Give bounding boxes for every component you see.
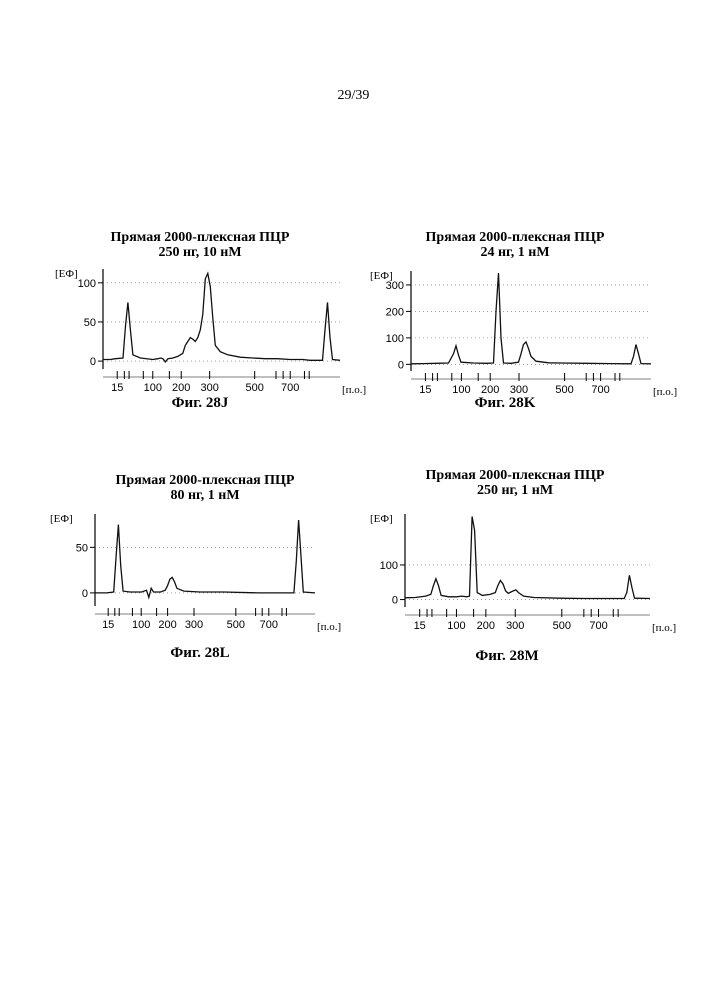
page-number: 29/39 — [0, 88, 707, 104]
x-tick-label: 100 — [447, 620, 465, 632]
y-tick-label: 50 — [84, 317, 96, 329]
y-tick-label: 300 — [386, 280, 404, 292]
figure-title: Прямая 2000-плексная ПЦР 250 нг, 1 нМ — [355, 468, 675, 498]
x-tick-label: 700 — [281, 382, 299, 394]
x-tick-label: 300 — [506, 620, 524, 632]
series-line — [411, 273, 651, 364]
title-line-2: 24 нг, 1 нМ — [355, 245, 675, 260]
title-line-2: 250 нг, 1 нМ — [355, 483, 675, 498]
figure-28m: Прямая 2000-плексная ПЦР 250 нг, 1 нМ [Е… — [355, 468, 675, 668]
x-tick-label: 500 — [553, 620, 571, 632]
figure-caption: Фиг. 28M — [407, 648, 607, 665]
y-tick-label: 0 — [398, 359, 404, 371]
figure-title: Прямая 2000-плексная ПЦР 24 нг, 1 нМ — [355, 230, 675, 260]
y-tick-label: 100 — [386, 333, 404, 345]
series-line — [405, 517, 650, 599]
y-tick-label: 50 — [76, 542, 88, 554]
x-axis-label: [п.о.] — [317, 621, 341, 633]
figure-28k: Прямая 2000-плексная ПЦР 24 нг, 1 нМ [ЕФ… — [355, 230, 675, 430]
x-tick-label: 15 — [414, 620, 426, 632]
y-axis-label: [ЕФ] — [370, 513, 393, 525]
y-tick-label: 100 — [380, 560, 398, 572]
electropherogram-chart: [ЕФ] 0 50 15 100 200 300 500 700 [п.о.] — [50, 510, 350, 640]
y-tick-label: 200 — [386, 306, 404, 318]
figure-caption: Фиг. 28L — [100, 645, 300, 662]
x-tick-label: 500 — [246, 382, 264, 394]
x-tick-label: 300 — [185, 619, 203, 631]
x-tick-label: 200 — [158, 619, 176, 631]
x-axis-label: [п.о.] — [653, 386, 677, 398]
x-tick-label: 200 — [172, 382, 190, 394]
x-tick-label: 700 — [260, 619, 278, 631]
y-axis-label: [ЕФ] — [55, 268, 78, 280]
y-tick-label: 0 — [82, 588, 88, 600]
title-line-2: 250 нг, 10 нМ — [40, 245, 360, 260]
x-tick-label: 500 — [227, 619, 245, 631]
x-tick-label: 100 — [132, 619, 150, 631]
figure-caption: Фиг. 28J — [100, 395, 300, 412]
figure-28j: Прямая 2000-плексная ПЦР 250 нг, 10 нМ [… — [40, 230, 360, 430]
y-axis-label: [ЕФ] — [50, 513, 73, 525]
y-tick-label: 0 — [90, 356, 96, 368]
x-tick-label: 15 — [102, 619, 114, 631]
x-axis-label: [п.о.] — [652, 622, 676, 634]
x-tick-label: 15 — [111, 382, 123, 394]
electropherogram-chart: [ЕФ]010015100200300500700[п.о.] — [370, 510, 670, 650]
x-tick-label: 100 — [144, 382, 162, 394]
title-line-1: Прямая 2000-плексная ПЦР — [355, 230, 675, 245]
figure-caption: Фиг. 28K — [405, 395, 605, 412]
y-tick-label: 0 — [392, 595, 398, 607]
title-line-1: Прямая 2000-плексная ПЦР — [45, 473, 365, 488]
series-line — [103, 273, 340, 362]
electropherogram-chart: [ЕФ]010020030015100200300500700[п.о.] — [370, 267, 670, 397]
y-tick-label: 100 — [78, 278, 96, 290]
title-line-2: 80 нг, 1 нМ — [45, 488, 365, 503]
title-line-1: Прямая 2000-плексная ПЦР — [40, 230, 360, 245]
figure-28l: Прямая 2000-плексная ПЦР 80 нг, 1 нМ [ЕФ… — [45, 473, 365, 673]
figure-title: Прямая 2000-плексная ПЦР 80 нг, 1 нМ — [45, 473, 365, 503]
figure-title: Прямая 2000-плексная ПЦР 250 нг, 10 нМ — [40, 230, 360, 260]
x-tick-label: 700 — [589, 620, 607, 632]
title-line-1: Прямая 2000-плексная ПЦР — [355, 468, 675, 483]
x-tick-label: 200 — [477, 620, 495, 632]
electropherogram-chart: [ЕФ]05010015100200300500700[п.о.] — [50, 265, 350, 395]
series-line — [95, 520, 315, 597]
x-tick-label: 300 — [200, 382, 218, 394]
